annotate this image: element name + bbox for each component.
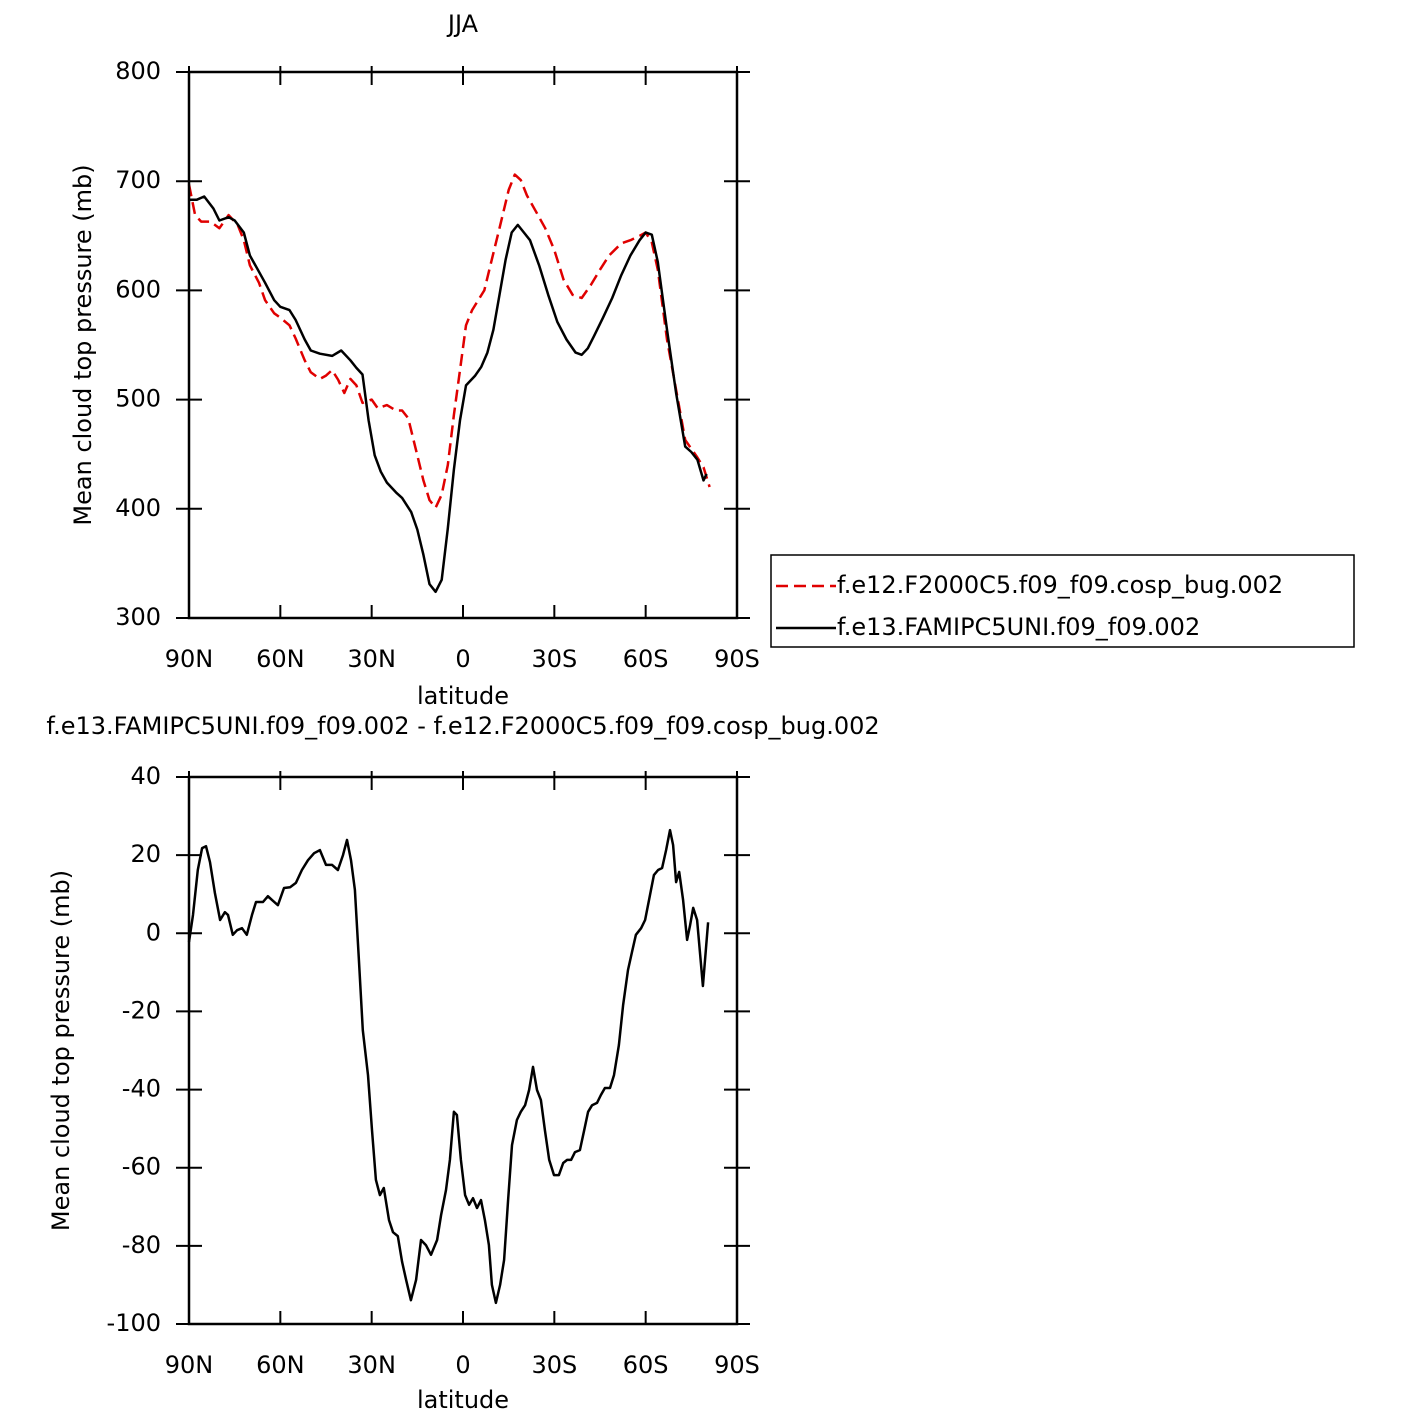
plot-frame [187, 70, 739, 620]
x-tick-label: 90N [165, 645, 214, 673]
y-tick-label: -100 [107, 1309, 161, 1337]
x-tick-label: 0 [455, 1351, 470, 1379]
y-tick-label: -20 [122, 996, 161, 1024]
x-tick-label: 90S [714, 645, 760, 673]
y-tick-label: 0 [146, 918, 161, 946]
y-tick-label: 400 [115, 494, 161, 522]
x-tick-label: 90N [165, 1351, 214, 1379]
x-axis-label: latitude [417, 1386, 509, 1414]
legend-label: f.e13.FAMIPC5UNI.f09_f09.002 [837, 613, 1200, 641]
chart-title: JJA [446, 10, 479, 38]
x-tick-label: 60N [256, 645, 305, 673]
y-tick-label: 500 [115, 385, 161, 413]
plot-frame [187, 775, 739, 1326]
data-line [187, 828, 710, 1305]
chart-title: f.e13.FAMIPC5UNI.f09_f09.002 - f.e12.F20… [46, 712, 879, 740]
x-tick-label: 30S [531, 645, 577, 673]
x-tick-label: 90S [714, 1351, 760, 1379]
x-axis-label: latitude [417, 682, 509, 710]
data-line [189, 195, 708, 594]
y-tick-label: 700 [115, 166, 161, 194]
y-tick-label: 600 [115, 275, 161, 303]
data-line [187, 173, 711, 509]
x-tick-label: 30S [531, 1351, 577, 1379]
y-tick-label: 40 [130, 762, 161, 790]
y-axis-label: Mean cloud top pressure (mb) [69, 164, 97, 525]
x-tick-label: 0 [455, 645, 470, 673]
legend-label: f.e12.F2000C5.f09_f09.cosp_bug.002 [837, 571, 1283, 599]
legend-box [770, 554, 1355, 648]
x-tick-label: 30N [347, 645, 396, 673]
y-tick-label: -80 [122, 1231, 161, 1259]
y-tick-label: 20 [130, 840, 161, 868]
y-tick-label: 800 [115, 57, 161, 85]
y-tick-label: 300 [115, 603, 161, 631]
x-tick-label: 60S [623, 1351, 669, 1379]
x-tick-label: 60S [623, 645, 669, 673]
y-tick-label: -60 [122, 1153, 161, 1181]
y-axis-label: Mean cloud top pressure (mb) [47, 870, 75, 1231]
y-tick-label: -40 [122, 1075, 161, 1103]
x-tick-label: 60N [256, 1351, 305, 1379]
x-tick-label: 30N [347, 1351, 396, 1379]
